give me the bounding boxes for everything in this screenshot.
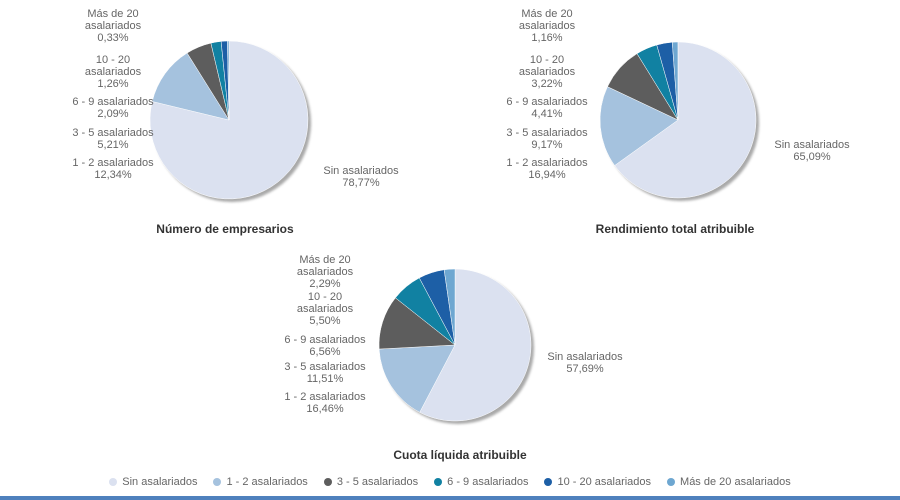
chart-title: Número de empresarios	[156, 222, 294, 236]
slice-label-3-5: 3 - 5 asalariados 5,21%	[72, 127, 154, 151]
legend-marker-icon	[434, 478, 443, 486]
slice-label-1-2: 1 - 2 asalariados 12,34%	[72, 157, 154, 181]
slice-label-mas-de-20: Más de 20 asalariados 1,16%	[518, 8, 576, 44]
pie-slice-sin-asalariados[interactable]	[614, 41, 757, 199]
legend-marker-icon	[544, 478, 553, 486]
legend-item-1-2-asalariados[interactable]: 1 - 2 asalariados	[213, 476, 308, 488]
pie-slice-mas-de-20-asalariados[interactable]	[672, 41, 679, 121]
slice-label-mas-de-20: Más de 20 asalariados 0,33%	[84, 8, 142, 44]
slice-label-6-9: 6 - 9 asalariados 6,56%	[284, 334, 366, 358]
legend-marker-icon	[213, 478, 222, 486]
slice-label-sin-asalariados: Sin asalariados 65,09%	[774, 139, 850, 163]
pie-slice-mas-de-20-asalariados[interactable]	[227, 40, 230, 121]
pie-slice-1-2-asalariados[interactable]	[378, 344, 456, 413]
legend-marker-icon	[109, 478, 118, 486]
slice-label-mas-de-20: Más de 20 asalariados 2,29%	[296, 254, 354, 290]
slice-label-sin-asalariados: Sin asalariados 57,69%	[547, 351, 623, 375]
legend-item-6-9-asalariados[interactable]: 6 - 9 asalariados	[434, 476, 528, 488]
slice-label-sin-asalariados: Sin asalariados 78,77%	[323, 165, 399, 189]
bottom-accent-bar	[0, 496, 900, 500]
pie-numero-de-empresarios	[149, 40, 311, 202]
legend-item-10-20-asalariados[interactable]: 10 - 20 asalariados	[544, 476, 651, 488]
slice-label-10-20: 10 - 20 asalariados 1,26%	[84, 54, 142, 90]
legend-label: 3 - 5 asalariados	[336, 476, 419, 488]
chart-title: Cuota líquida atribuible	[393, 448, 527, 462]
slice-label-1-2: 1 - 2 asalariados 16,46%	[284, 391, 366, 415]
chart-title: Rendimiento total atribuible	[595, 222, 755, 236]
slice-label-6-9: 6 - 9 asalariados 4,41%	[506, 96, 588, 120]
legend-item-3-5-asalariados[interactable]: 3 - 5 asalariados	[323, 476, 419, 488]
legend-label: Más de 20 asalariados	[680, 476, 791, 488]
pie-slice-1-2-asalariados[interactable]	[151, 52, 230, 121]
legend-item-sin-asalariados[interactable]: Sin asalariados	[109, 476, 197, 488]
pie-rendimiento-total-atribuible	[599, 41, 759, 201]
pie-slice-mas-de-20-asalariados[interactable]	[443, 268, 456, 346]
pie-slice-sin-asalariados[interactable]	[419, 268, 532, 422]
legend-label: 10 - 20 asalariados	[557, 476, 652, 488]
slice-label-10-20: 10 - 20 asalariados 5,50%	[296, 291, 354, 327]
slice-label-6-9: 6 - 9 asalariados 2,09%	[72, 96, 154, 120]
legend: Sin asalariados 1 - 2 asalariados 3 - 5 …	[0, 476, 900, 488]
legend-label: 6 - 9 asalariados	[447, 476, 529, 488]
slice-label-10-20: 10 - 20 asalariados 3,22%	[518, 54, 576, 90]
chart-numero-de-empresarios: Más de 20 asalariados 0,33% 10 - 20 asal…	[0, 0, 450, 242]
slice-label-3-5: 3 - 5 asalariados 9,17%	[506, 127, 588, 151]
legend-marker-icon	[323, 478, 332, 486]
legend-item-mas-de-20-asalariados[interactable]: Más de 20 asalariados	[667, 476, 791, 488]
slice-label-3-5: 3 - 5 asalariados 11,51%	[284, 361, 366, 385]
pie-cuota-liquida-atribuible	[378, 268, 534, 424]
pie-slice-1-2-asalariados[interactable]	[599, 86, 679, 166]
legend-label: Sin asalariados	[122, 476, 198, 488]
legend-label: 1 - 2 asalariados	[226, 476, 308, 488]
chart-cuota-liquida-atribuible: Más de 20 asalariados 2,29% 10 - 20 asal…	[230, 245, 690, 463]
legend-marker-icon	[667, 478, 676, 486]
slice-label-1-2: 1 - 2 asalariados 16,94%	[506, 157, 588, 181]
chart-rendimiento-total-atribuible: Más de 20 asalariados 1,16% 10 - 20 asal…	[450, 0, 900, 242]
